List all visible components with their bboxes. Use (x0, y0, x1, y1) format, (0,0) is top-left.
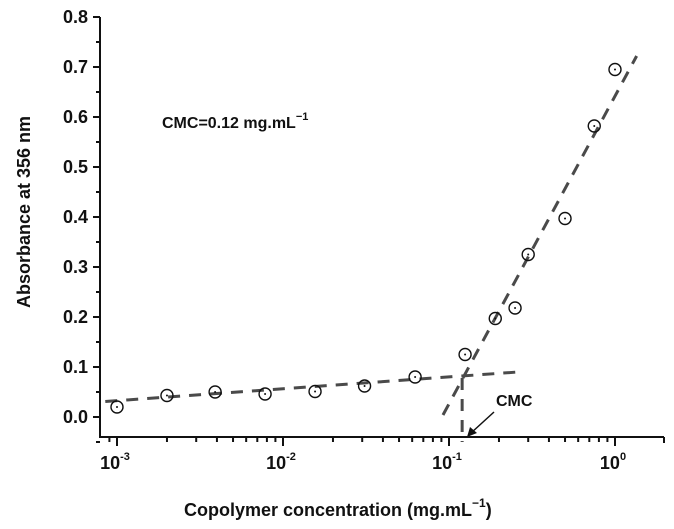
data-point (208, 385, 222, 399)
fit-line (105, 370, 518, 403)
data-point (160, 388, 174, 403)
data-point (110, 400, 124, 414)
data-point (521, 247, 535, 262)
y-tick-label: 0.0 (63, 407, 88, 427)
y-tick-label: 0.4 (63, 207, 88, 227)
data-point (608, 62, 622, 77)
data-point (458, 347, 472, 362)
x-tick-label: 100 (600, 451, 626, 473)
x-tick-label: 10-1 (432, 451, 462, 473)
data-point (357, 379, 372, 393)
data-point (488, 311, 502, 326)
data-point (308, 384, 322, 399)
y-tick-label: 0.8 (63, 7, 88, 27)
data-point (408, 370, 422, 384)
x-tick-label: 10-3 (100, 451, 130, 473)
y-tick-label: 0.7 (63, 57, 88, 77)
cmc-arrow-line (470, 411, 495, 434)
y-tick-label: 0.6 (63, 107, 88, 127)
x-axis-title: Copolymer concentration (mg.mL−1) (184, 496, 492, 520)
y-tick-label: 0.1 (63, 357, 88, 377)
y-tick-label: 0.2 (63, 307, 88, 327)
fit-lines (105, 55, 638, 442)
cmc-arrow-head (467, 427, 477, 437)
fit-line (441, 55, 638, 416)
data-point (587, 119, 601, 133)
data-point (258, 387, 272, 401)
data-point (508, 301, 522, 315)
y-axis-title: Absorbance at 356 nm (14, 116, 34, 308)
y-tick-label: 0.5 (63, 157, 88, 177)
y-tick-label: 0.3 (63, 257, 88, 277)
data-points (110, 62, 622, 414)
x-tick-label: 10-2 (266, 451, 296, 473)
cmc-arrow-label: CMC (496, 393, 533, 410)
data-point (558, 211, 572, 226)
axes: 0.0 0.1 0.2 0.3 0.4 0.5 0.6 0.7 0.8 10-3 10-2 10-1 1… (63, 7, 665, 473)
cmc-value-annotation: CMC=0.12 mg.mL−1 (162, 111, 308, 132)
